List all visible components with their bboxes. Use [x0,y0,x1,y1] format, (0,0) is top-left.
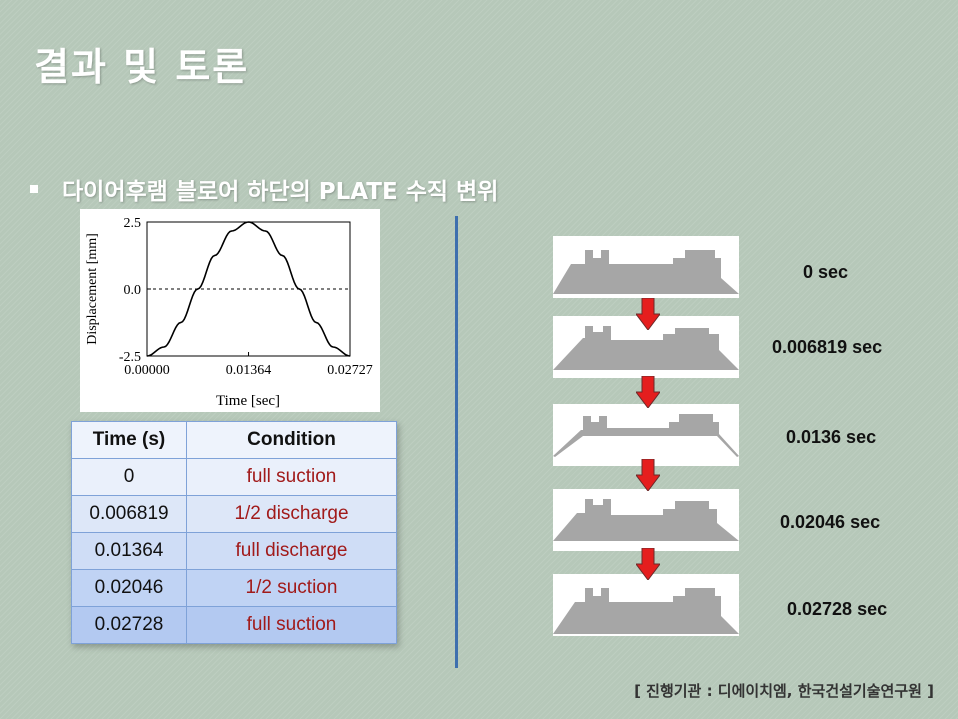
y-tick-label: -2.5 [119,350,141,365]
header-time: Time (s) [71,421,187,459]
down-arrow-icon [635,375,661,409]
state-time-label: 0.006819 sec [772,337,883,357]
slide-title: 결과 및 토론 [34,45,250,89]
header-condition: Condition [186,421,397,459]
y-tick-label: 0.0 [124,283,142,298]
bullet-text: 다이어후램 블로어 하단의 PLATE 수직 변위 [62,179,499,205]
condition-cell: full discharge [186,532,397,570]
state-time-label: 0.0136 sec [786,427,877,447]
plate-shape [553,326,739,370]
down-arrow-icon [635,547,661,581]
plate-state-image-0 [553,236,739,298]
down-arrow-icon [635,297,661,331]
condition-cell: full suction [186,458,397,496]
plate-state-image-2 [553,404,739,466]
state-time-label: 0 sec [803,262,849,282]
vertical-divider [455,216,458,668]
plate-state-image-3 [553,489,739,551]
condition-cell: full suction [186,606,397,644]
displacement-chart-svg: 2.5 0.0 -2.5 0.00000 0.01364 0.02727 Time [s… [85,216,373,409]
table-header-row: Time (s) Condition [71,421,397,459]
time-cell: 0.006819 [71,495,187,533]
x-tick-label: 0.00000 [124,363,170,378]
plate-shape [553,250,739,294]
time-cell: 0 [71,458,187,496]
state-time-label: 0.02046 sec [780,512,881,532]
x-tick-label: 0.02727 [327,363,373,378]
condition-table: Time (s) Condition 0 full suction 0.0068… [71,421,397,644]
condition-cell: 1/2 suction [186,569,397,607]
displacement-chart: 2.5 0.0 -2.5 0.00000 0.01364 0.02727 Time [s… [80,209,380,412]
footer-credit: [ 진행기관 : 디에이치엠, 한국건설기술연구원 ] [634,682,934,700]
x-axis-label: Time [sec] [216,393,280,409]
time-cell: 0.02728 [71,606,187,644]
bullet-square-icon [30,185,38,193]
table-row: 0 full suction [71,458,397,496]
plate-shape [553,588,739,634]
time-cell: 0.01364 [71,532,187,570]
table-row: 0.02728 full suction [71,606,397,644]
time-cell: 0.02046 [71,569,187,607]
y-tick-label: 2.5 [124,216,142,231]
y-axis-label: Displacement [mm] [85,233,100,345]
table-row: 0.02046 1/2 suction [71,569,397,607]
plate-state-image-4 [553,574,739,636]
table-row: 0.006819 1/2 discharge [71,495,397,533]
state-time-label: 0.02728 sec [787,599,888,619]
x-tick-label: 0.01364 [226,363,272,378]
plate-shape [553,499,739,541]
bullet-item: 다이어후램 블로어 하단의 PLATE 수직 변위 [30,172,498,206]
displacement-series-line [146,221,351,357]
condition-cell: 1/2 discharge [186,495,397,533]
plate-shape [553,414,739,457]
table-row: 0.01364 full discharge [71,532,397,570]
plate-state-image-1 [553,316,739,378]
down-arrow-icon [635,458,661,492]
